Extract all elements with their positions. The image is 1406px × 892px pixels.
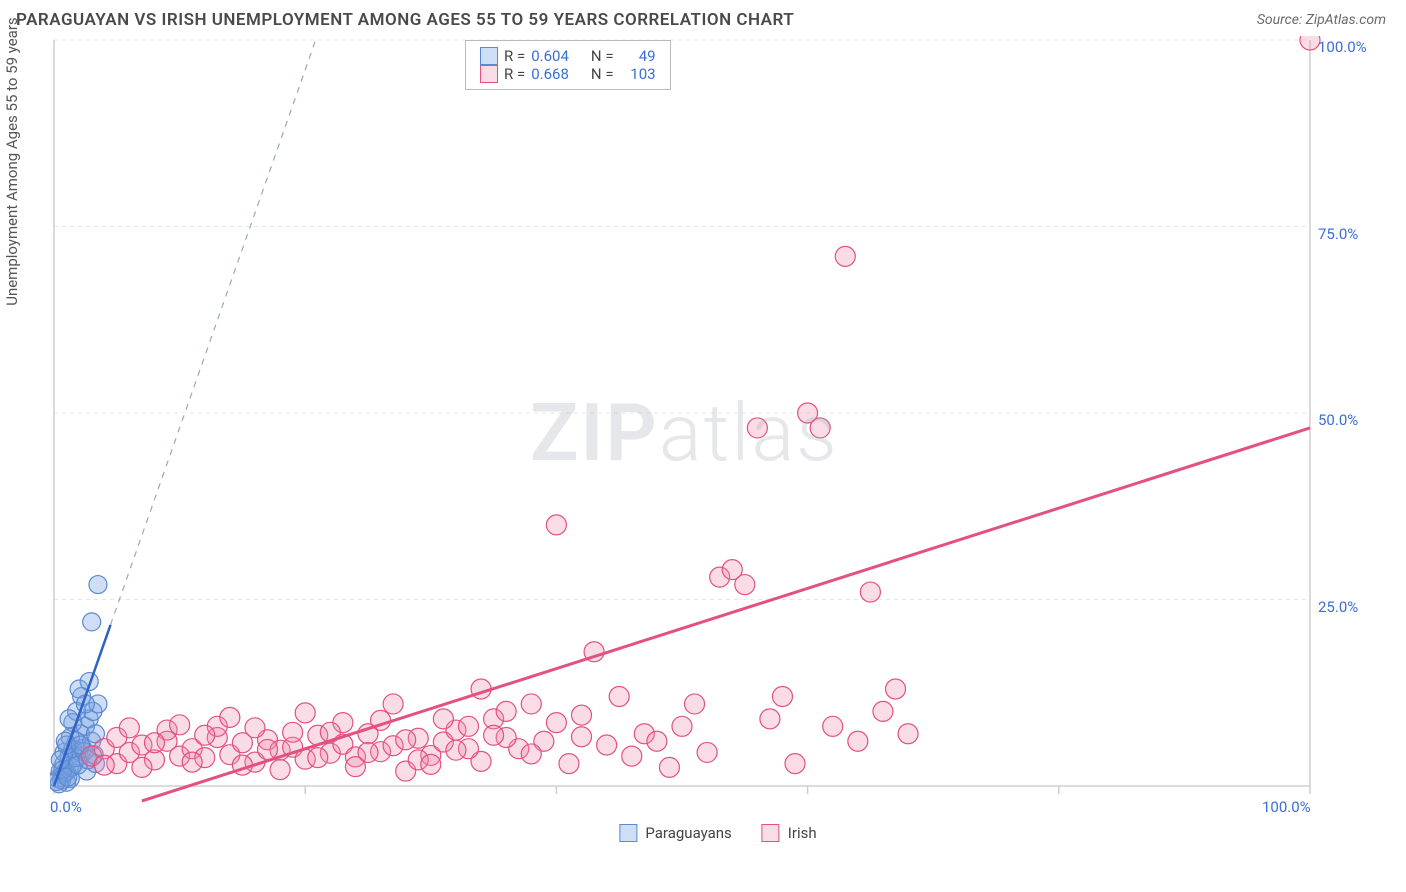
r-value: 0.668 xyxy=(531,65,581,83)
n-value: 49 xyxy=(620,47,656,65)
chart-title: PARAGUAYAN VS IRISH UNEMPLOYMENT AMONG A… xyxy=(16,10,794,30)
scatter-plot xyxy=(50,36,1370,816)
source-label: Source: xyxy=(1257,12,1306,28)
chart-header: PARAGUAYAN VS IRISH UNEMPLOYMENT AMONG A… xyxy=(0,0,1406,36)
axis-tick-label: 75.0% xyxy=(1318,225,1358,243)
legend-item-paraguayans: Paraguayans xyxy=(619,824,731,842)
legend-item-irish: Irish xyxy=(762,824,817,842)
stats-swatch xyxy=(480,65,498,83)
axis-tick-label: 100.0% xyxy=(1318,38,1367,56)
source-attribution: Source: ZipAtlas.com xyxy=(1257,12,1386,28)
axis-tick-label: 50.0% xyxy=(1318,411,1358,429)
legend-label-paraguayans: Paraguayans xyxy=(645,824,731,842)
n-label: N = xyxy=(587,65,613,83)
swatch-irish xyxy=(762,824,780,842)
axis-tick-label: 100.0% xyxy=(1262,798,1311,816)
stats-legend-row: R = 0.604 N = 49 xyxy=(480,47,656,65)
axis-tick-label: 0.0% xyxy=(50,798,82,816)
n-value: 103 xyxy=(620,65,656,83)
r-value: 0.604 xyxy=(531,47,581,65)
stats-legend: R = 0.604 N = 49 R = 0.668 N = 103 xyxy=(465,40,671,90)
chart-container: Unemployment Among Ages 55 to 59 years Z… xyxy=(50,36,1386,846)
r-label: R = xyxy=(504,47,525,65)
stats-legend-row: R = 0.668 N = 103 xyxy=(480,65,656,83)
source-value: ZipAtlas.com xyxy=(1306,12,1386,28)
n-label: N = xyxy=(587,47,613,65)
series-legend: Paraguayans Irish xyxy=(619,824,816,842)
stats-swatch xyxy=(480,47,498,65)
swatch-paraguayans xyxy=(619,824,637,842)
y-axis-label: Unemployment Among Ages 55 to 59 years xyxy=(3,17,21,305)
legend-label-irish: Irish xyxy=(788,824,817,842)
axis-tick-label: 25.0% xyxy=(1318,598,1358,616)
r-label: R = xyxy=(504,65,525,83)
